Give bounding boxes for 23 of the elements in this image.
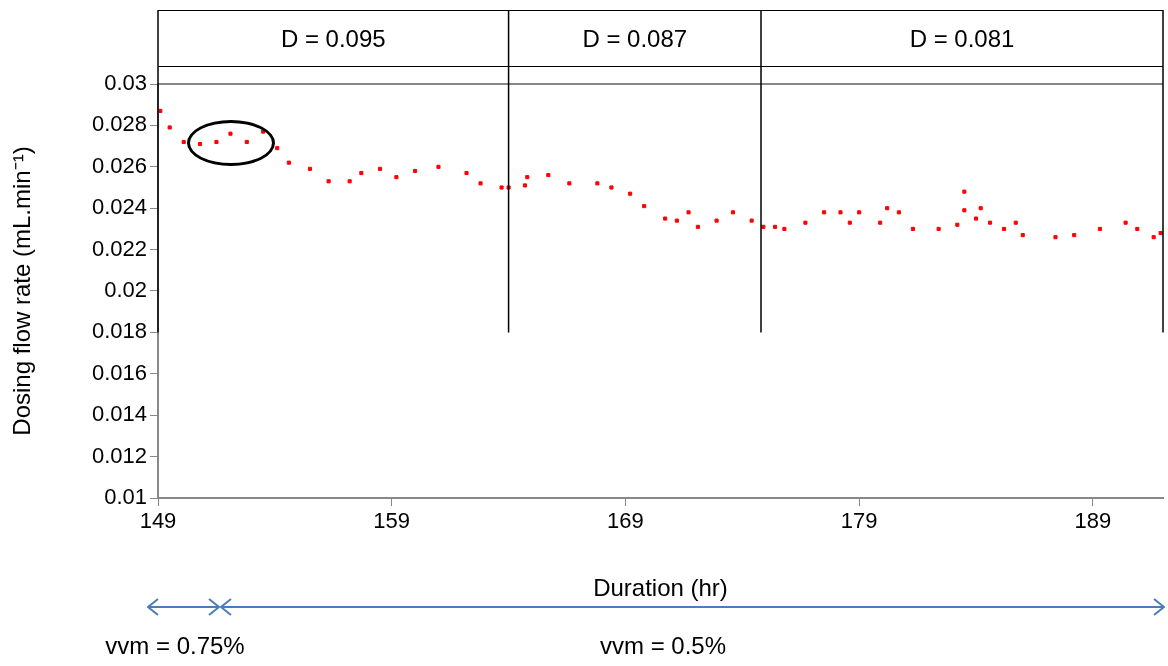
y-tick-label: 0.022 — [91, 235, 147, 261]
x-tick-label: 159 — [373, 508, 411, 534]
text: vvm = 0.5% — [599, 632, 727, 660]
x-tick-label: 179 — [840, 508, 878, 534]
x-tick-label: 189 — [1074, 508, 1112, 534]
y-tick-label: 0.016 — [91, 359, 147, 385]
y-tick-label: 0.018 — [91, 318, 147, 344]
y-tick-label: 0.028 — [91, 111, 147, 137]
y-tick-label: 0.02 — [104, 277, 147, 303]
x-tick-label: 169 — [607, 508, 644, 534]
x-tick-label: 149 — [139, 508, 177, 534]
text: vvm = 0.75% — [105, 632, 245, 660]
y-tick-label: 0.024 — [91, 194, 147, 220]
header-cell: D = 0.095 — [158, 10, 509, 67]
y-tick-label: 0.01 — [104, 484, 147, 510]
header-cell: D = 0.087 — [508, 10, 761, 67]
y-axis-title: Dosing flow rate (mL.min⁻¹) — [8, 146, 36, 436]
x-axis-title: Duration (hr) — [593, 574, 728, 602]
y-tick-label: 0.026 — [91, 152, 147, 178]
header-cell: D = 0.081 — [761, 10, 1163, 67]
y-tick-label: 0.012 — [91, 442, 147, 468]
y-tick-label: 0.014 — [91, 401, 147, 427]
y-tick-label: 0.03 — [104, 70, 147, 96]
